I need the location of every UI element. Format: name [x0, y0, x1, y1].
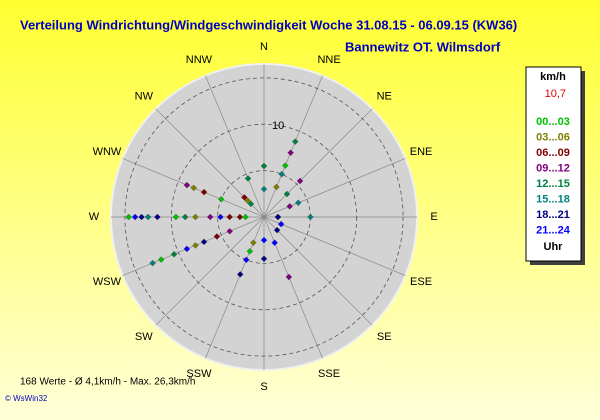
wind-point: [283, 190, 291, 198]
wind-point: [246, 248, 254, 255]
wind-point: [172, 213, 180, 221]
chart-subtitle: Bannewitz OT. Wilmsdorf: [345, 39, 501, 54]
spoke: [155, 108, 265, 218]
spoke: [263, 216, 373, 326]
legend-entry: 15...18: [536, 193, 570, 205]
legend-entry: 06...09: [536, 147, 570, 159]
direction-label: E: [430, 211, 437, 223]
wind-point: [282, 162, 289, 169]
wind-point: [181, 213, 189, 221]
wind-point: [278, 170, 285, 178]
wind-point: [292, 138, 299, 145]
direction-label: NE: [377, 91, 392, 103]
direction-label: ESE: [410, 276, 432, 288]
legend-box: [525, 66, 582, 262]
direction-label: NW: [135, 91, 154, 103]
wind-point: [286, 203, 293, 210]
legend-entry: 00...03: [536, 116, 570, 128]
direction-label: N: [260, 41, 268, 53]
legend-value: 10,7: [545, 88, 566, 100]
direction-label: ENE: [410, 146, 433, 158]
copyright: © WsWin32: [5, 394, 48, 403]
wind-point: [260, 255, 268, 262]
legend-entry: 03...06: [536, 131, 570, 143]
wind-point: [138, 213, 145, 221]
wind-point: [271, 239, 278, 246]
wind-point: [183, 245, 191, 253]
direction-label: SW: [135, 331, 153, 343]
legend-entry: 18...21: [536, 209, 570, 221]
wind-point: [226, 213, 233, 221]
spoke: [205, 75, 265, 218]
footer: 168 Werte - Ø 4,1km/h - Max. 26,3km/h: [20, 377, 195, 388]
wind-point: [144, 213, 152, 221]
wind-point: [260, 185, 268, 193]
wind-point: [243, 256, 250, 264]
direction-label: SSE: [318, 368, 340, 380]
wind-point: [250, 239, 257, 246]
wind-point: [236, 213, 244, 221]
wind-point: [154, 213, 161, 221]
wind-point: [207, 213, 214, 221]
wind-point: [244, 197, 251, 204]
wind-point: [149, 259, 156, 267]
wind-point: [295, 199, 302, 207]
spoke: [263, 108, 373, 218]
legend-title: km/h: [540, 71, 566, 83]
wind-point: [237, 271, 244, 278]
wind-point: [157, 256, 165, 263]
direction-label: W: [89, 211, 100, 223]
wind-point: [273, 183, 280, 191]
wind-point: [217, 196, 225, 203]
ring: [124, 77, 404, 357]
legend-entry: 09...12: [536, 162, 570, 174]
wind-point: [273, 226, 281, 234]
wind-point: [285, 273, 293, 281]
wind-point: [287, 149, 294, 156]
spoke: [263, 75, 323, 218]
ring: [170, 123, 358, 311]
legend-footer: Uhr: [544, 241, 564, 253]
wind-point: [131, 213, 139, 221]
wind-point: [241, 194, 248, 201]
wind-point: [274, 213, 282, 221]
wind-point: [296, 177, 304, 185]
wind-point: [242, 213, 249, 221]
wind-point: [125, 213, 132, 221]
direction-label: NNW: [186, 54, 213, 66]
legend-entry: 12...15: [536, 178, 570, 190]
wind-point: [200, 238, 208, 246]
wind-point: [192, 242, 199, 249]
wind-point: [260, 236, 268, 244]
direction-label: WNW: [93, 146, 122, 158]
wind-point: [244, 175, 252, 182]
spoke: [263, 216, 406, 276]
direction-label: WSW: [93, 276, 122, 288]
legend-entry: 21...24: [536, 224, 571, 236]
wind-point: [260, 162, 268, 170]
wind-point: [217, 213, 224, 221]
wind-point: [170, 251, 178, 258]
wind-point: [183, 181, 191, 189]
r-tick-label: 10: [272, 120, 284, 132]
wind-point: [190, 184, 197, 192]
direction-label: S: [260, 381, 267, 393]
wind-point: [247, 200, 255, 208]
wind-point: [226, 227, 233, 235]
wind-point: [192, 213, 199, 221]
direction-label: SE: [377, 331, 392, 343]
direction-label: NNE: [317, 54, 340, 66]
direction-label: SSW: [186, 368, 212, 380]
wind-point: [307, 213, 314, 221]
chart-title: Verteilung Windrichtung/Windgeschwindigk…: [20, 17, 517, 32]
wind-point: [200, 188, 208, 196]
wind-point: [277, 220, 285, 228]
spoke: [155, 216, 265, 326]
wind-point: [213, 233, 221, 240]
